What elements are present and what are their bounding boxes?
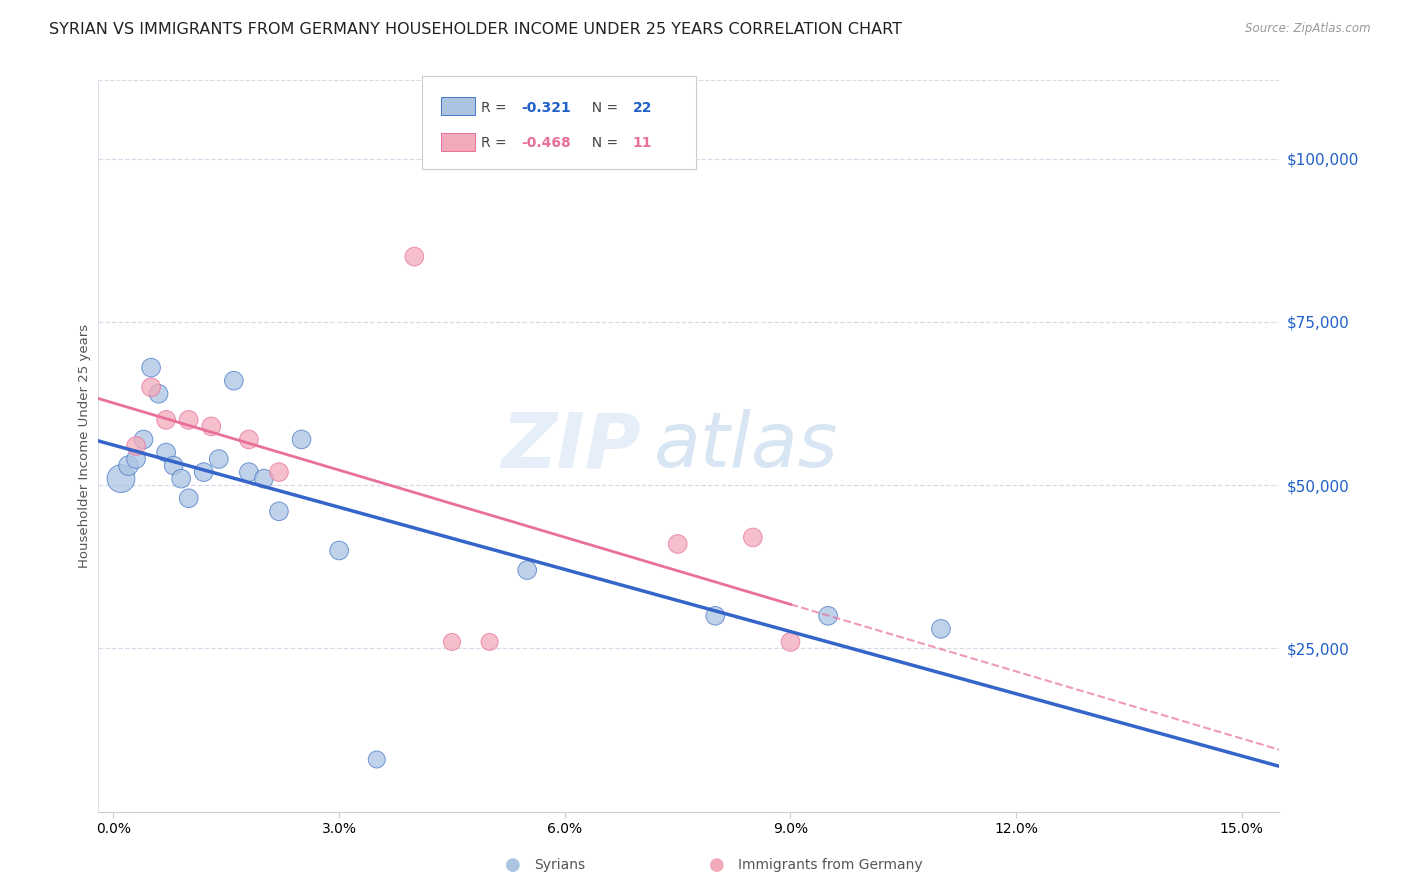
Point <box>200 419 222 434</box>
Text: Immigrants from Germany: Immigrants from Germany <box>738 858 922 872</box>
Point <box>125 439 148 453</box>
Text: N =: N = <box>583 136 623 151</box>
Text: SYRIAN VS IMMIGRANTS FROM GERMANY HOUSEHOLDER INCOME UNDER 25 YEARS CORRELATION : SYRIAN VS IMMIGRANTS FROM GERMANY HOUSEH… <box>49 22 903 37</box>
Text: 11: 11 <box>633 136 652 151</box>
Point <box>741 530 763 544</box>
Point <box>222 374 245 388</box>
Text: Syrians: Syrians <box>534 858 585 872</box>
Point <box>817 608 839 623</box>
Point <box>132 433 155 447</box>
Text: R =: R = <box>481 136 510 151</box>
Point <box>177 413 200 427</box>
Text: ZIP: ZIP <box>502 409 641 483</box>
Point <box>139 380 162 394</box>
Text: Source: ZipAtlas.com: Source: ZipAtlas.com <box>1246 22 1371 36</box>
Point <box>170 472 193 486</box>
Text: -0.468: -0.468 <box>522 136 571 151</box>
Point <box>478 635 501 649</box>
Point <box>208 452 231 467</box>
Point <box>148 386 170 401</box>
Text: 22: 22 <box>633 101 652 115</box>
Point <box>125 452 148 467</box>
Point <box>238 433 260 447</box>
Point <box>110 472 132 486</box>
Point <box>267 504 290 518</box>
Point <box>253 472 276 486</box>
Point <box>404 250 426 264</box>
Point <box>117 458 139 473</box>
Text: R =: R = <box>481 101 510 115</box>
Point <box>139 360 162 375</box>
Text: atlas: atlas <box>654 409 838 483</box>
Point <box>155 445 177 459</box>
Text: N =: N = <box>583 101 623 115</box>
Point <box>704 608 727 623</box>
Point <box>163 458 186 473</box>
Point <box>267 465 290 479</box>
Point <box>929 622 952 636</box>
Point <box>155 413 177 427</box>
Point <box>516 563 538 577</box>
Text: ●: ● <box>505 856 522 874</box>
Y-axis label: Householder Income Under 25 years: Householder Income Under 25 years <box>79 324 91 568</box>
Point <box>779 635 801 649</box>
Point <box>666 537 689 551</box>
Point <box>177 491 200 506</box>
Text: -0.321: -0.321 <box>522 101 571 115</box>
Point <box>440 635 463 649</box>
Point <box>366 752 388 766</box>
Point <box>193 465 215 479</box>
Point <box>328 543 350 558</box>
Point <box>238 465 260 479</box>
Point <box>290 433 312 447</box>
Text: ●: ● <box>709 856 725 874</box>
